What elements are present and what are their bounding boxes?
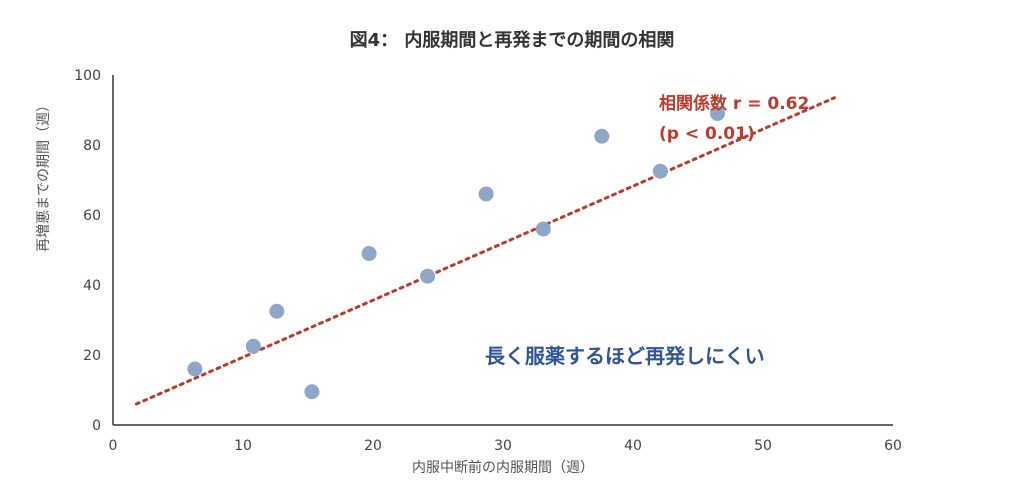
x-tick-label: 0 [109,438,118,454]
axes [112,75,893,426]
correlation-coefficient-label: 相関係数 r = 0.62 [659,93,809,114]
y-tick-label: 60 [83,208,101,224]
data-point [420,268,436,284]
data-points [187,106,725,400]
x-axis-label: 内服中断前の内服期間（週） [412,459,594,476]
y-tick-label: 100 [74,68,101,84]
x-tick-label: 40 [624,438,642,454]
data-point [304,384,320,400]
y-tick-label: 20 [83,348,101,364]
y-tick-label: 0 [92,418,101,434]
data-point [361,246,377,261]
data-point [652,163,668,179]
x-tick-label: 50 [754,438,772,454]
x-tick-label: 60 [884,438,902,454]
data-point [535,221,551,237]
x-tick-label: 10 [234,438,252,454]
data-point [245,338,261,354]
y-axis-label: 再増悪までの期間（週） [36,98,52,252]
data-point [187,361,203,377]
data-point [478,186,494,202]
data-point [594,128,610,144]
data-point [269,303,285,319]
x-tick-labels: 0 10 20 30 40 50 60 [109,438,902,454]
p-value-label: (p < 0.01) [659,124,755,144]
y-tick-label: 40 [83,278,101,294]
y-tick-label: 80 [83,138,101,154]
x-tick-label: 20 [364,438,382,454]
chart-title: 図4： 内服期間と再発までの期間の相関 [350,29,675,51]
data-point [710,106,725,121]
y-tick-labels: 0 20 40 60 80 100 [74,68,101,434]
x-tick-label: 30 [494,438,512,454]
interpretation-note: 長く服薬するほど再発しにくい [485,344,765,368]
